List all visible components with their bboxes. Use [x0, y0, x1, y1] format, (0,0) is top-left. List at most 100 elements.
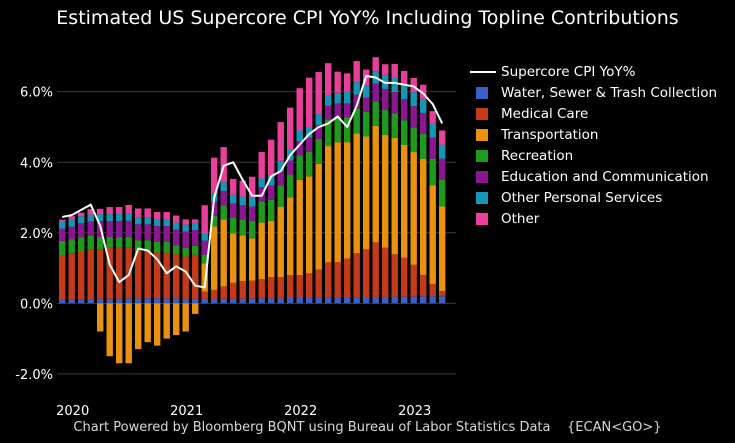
bar-segment-recreation — [135, 240, 142, 251]
bar-segment-recreation — [97, 237, 104, 250]
bar-segment-water-sewer-trash-collection — [296, 298, 303, 304]
bar-segment-education-and-communication — [420, 112, 427, 135]
bar-segment-other-personal-services — [401, 85, 408, 100]
bar-segment-transportation — [429, 185, 436, 284]
bar-segment-recreation — [125, 236, 132, 248]
bar-segment-education-and-communication — [401, 99, 408, 121]
bar-segment-medical-care — [154, 252, 161, 299]
bar-segment-other-personal-services — [363, 85, 370, 98]
bar-segment-medical-care — [135, 250, 142, 299]
bar-segment-transportation — [173, 303, 180, 336]
legend-label: Education and Communication — [501, 169, 709, 185]
bar-segment-recreation — [277, 185, 284, 207]
bar-segment-transportation — [410, 152, 417, 265]
bar-segment-education-and-communication — [154, 226, 161, 242]
bar-segment-education-and-communication — [287, 160, 294, 175]
bar-segment-recreation — [410, 127, 417, 153]
gridlines — [57, 91, 456, 375]
bar-segment-other — [192, 219, 199, 223]
bar-segment-medical-care — [277, 277, 284, 299]
bar-segment-education-and-communication — [239, 205, 246, 220]
bar-segment-other — [315, 71, 322, 115]
bar-segment-other — [325, 63, 332, 95]
bar-segment-medical-care — [249, 280, 256, 299]
bar-segment-water-sewer-trash-collection — [59, 299, 66, 304]
bar-segment-water-sewer-trash-collection — [201, 298, 208, 304]
bar-segment-water-sewer-trash-collection — [116, 298, 123, 304]
bar-segment-water-sewer-trash-collection — [144, 298, 151, 304]
supercore-cpi-line — [62, 74, 444, 289]
bar-segment-education-and-communication — [106, 221, 113, 238]
legend-swatch — [476, 213, 488, 225]
bar-segment-recreation — [116, 237, 123, 248]
bar-segment-medical-care — [268, 277, 275, 299]
bar-segment-other — [334, 71, 341, 93]
bar-segment-transportation — [239, 235, 246, 282]
bar-segment-medical-care — [344, 258, 351, 298]
bar-segment-other-personal-services — [268, 174, 275, 186]
bar-segment-recreation — [59, 240, 66, 256]
bar-segment-other — [420, 84, 427, 99]
bar-segment-recreation — [439, 179, 446, 207]
bar-segment-transportation — [230, 233, 237, 283]
bar-segment-other-personal-services — [325, 94, 332, 106]
bar-segment-water-sewer-trash-collection — [87, 299, 94, 304]
bar-segment-water-sewer-trash-collection — [249, 298, 256, 304]
bar-segment-water-sewer-trash-collection — [372, 296, 379, 304]
bar-segment-water-sewer-trash-collection — [353, 297, 360, 304]
bar-segment-education-and-communication — [201, 240, 208, 255]
bar-segment-recreation — [154, 241, 161, 253]
bar-segment-water-sewer-trash-collection — [78, 299, 85, 304]
bar-segment-transportation — [220, 219, 227, 287]
bar-segment-water-sewer-trash-collection — [287, 298, 294, 304]
bar-segment-transportation — [97, 303, 104, 332]
bar-segment-recreation — [68, 239, 75, 254]
bar-segment-transportation — [135, 303, 142, 350]
bar-segment-recreation — [429, 158, 436, 186]
bar-segment-medical-care — [353, 253, 360, 298]
bar-segment-recreation — [325, 119, 332, 147]
bar-segment-water-sewer-trash-collection — [344, 297, 351, 304]
bar-segment-education-and-communication — [363, 97, 370, 112]
bar-segment-medical-care — [306, 273, 313, 299]
bar-segment-transportation — [334, 142, 341, 263]
bar-segment-transportation — [382, 134, 389, 248]
bar-segment-transportation — [249, 238, 256, 281]
x-tick-label: 2021 — [170, 404, 203, 419]
bar-segment-education-and-communication — [382, 88, 389, 111]
bar-segment-recreation — [401, 120, 408, 145]
legend-label: Other — [501, 211, 540, 227]
bar-segment-transportation — [116, 303, 123, 364]
bar-segment-medical-care — [372, 242, 379, 297]
bar-segment-other-personal-services — [192, 222, 199, 230]
bar-segment-other — [391, 63, 398, 78]
bar-segment-education-and-communication — [116, 221, 123, 238]
y-tick-label: 4.0% — [20, 156, 53, 171]
chart-title: Estimated US Supercore CPI YoY% Includin… — [56, 7, 679, 29]
bar-segment-other-personal-services — [258, 178, 265, 188]
bar-segment-recreation — [211, 215, 218, 227]
bar-segment-other-personal-services — [306, 127, 313, 138]
bar-segment-other-personal-services — [220, 182, 227, 192]
bar-segment-water-sewer-trash-collection — [277, 298, 284, 304]
bar-segment-recreation — [163, 241, 170, 253]
bar-segment-other-personal-services — [344, 91, 351, 104]
bar-segment-other — [230, 178, 237, 195]
bar-segment-other — [87, 209, 94, 215]
bar-segment-water-sewer-trash-collection — [230, 298, 237, 304]
legend-item: Medical Care — [470, 106, 732, 122]
bar-segment-other — [201, 205, 208, 234]
bar-segment-water-sewer-trash-collection — [182, 298, 189, 304]
bar-segment-transportation — [306, 176, 313, 274]
bar-segment-recreation — [239, 219, 246, 236]
bar-segment-medical-care — [439, 290, 446, 297]
bar-segment-recreation — [87, 235, 94, 250]
bar-segment-transportation — [211, 226, 218, 290]
bar-segment-medical-care — [87, 249, 94, 300]
bar-segment-education-and-communication — [59, 228, 66, 241]
bar-segment-other-personal-services — [135, 217, 142, 225]
bar-segment-water-sewer-trash-collection — [125, 298, 132, 304]
bar-segment-medical-care — [163, 252, 170, 299]
bar-segment-other-personal-services — [296, 130, 303, 142]
bar-segment-medical-care — [201, 291, 208, 299]
